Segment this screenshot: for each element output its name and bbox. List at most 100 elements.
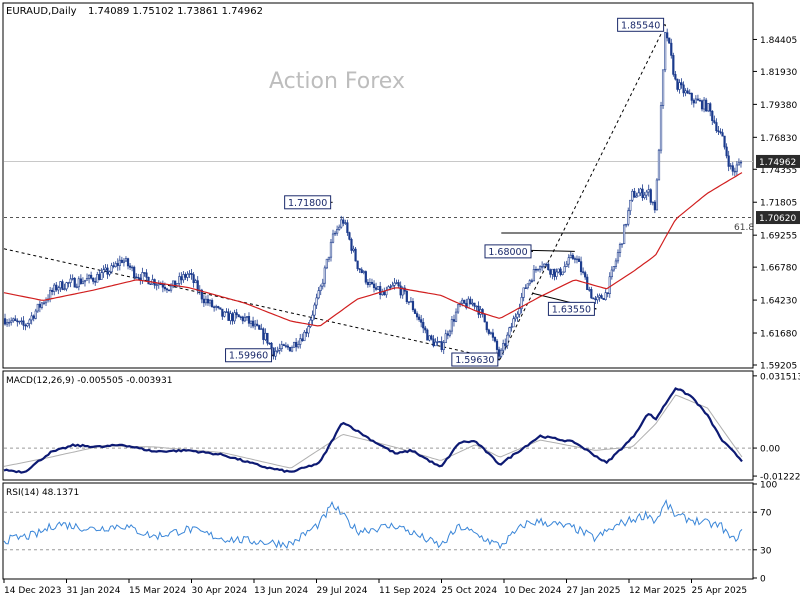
pivot-label-1.85540: 1.85540 <box>617 17 666 32</box>
moving-average-line <box>3 172 743 327</box>
watermark: Action Forex <box>269 69 405 94</box>
candle-body <box>20 320 23 322</box>
candle-body <box>655 179 659 211</box>
candle-body <box>149 283 152 285</box>
rsi-y-tick-label: 70 <box>760 509 772 519</box>
candle-body <box>362 271 365 273</box>
candle-body <box>92 277 95 282</box>
candle-body <box>713 120 716 123</box>
price-y-axis: 1.84405 1.81930 1.79380 1.76830 1.74355 1.718… <box>753 36 800 371</box>
candle-body <box>270 342 273 349</box>
candle-body <box>297 344 300 348</box>
candle-body <box>399 285 402 296</box>
candle-body <box>477 305 480 315</box>
candle-body <box>452 319 456 322</box>
candle-body <box>356 260 359 269</box>
candle-body <box>588 289 591 291</box>
candle-body <box>327 256 331 260</box>
candle-body <box>145 272 148 278</box>
candle-body <box>118 259 121 266</box>
price-panel: EURAUD,Daily 1.74089 1.75102 1.73861 1.7… <box>2 2 800 371</box>
candle-body <box>256 323 259 326</box>
macd-y-tick-label: 0.031513 <box>760 372 800 382</box>
candle-body <box>325 258 328 269</box>
candle-body <box>348 232 351 240</box>
candle-body <box>733 170 736 173</box>
x-tick-label: 13 Jun 2024 <box>254 586 308 596</box>
candle-body <box>83 279 87 283</box>
candle-body <box>528 280 531 285</box>
candle-body <box>342 219 345 224</box>
candle-body <box>690 92 693 101</box>
x-tick-label: 14 Dec 2023 <box>4 586 62 596</box>
candle-body <box>561 271 564 275</box>
pivot-label-1.68000: 1.68000 <box>484 244 533 259</box>
candle-body <box>409 301 413 303</box>
candle-body <box>735 164 738 172</box>
candle-body <box>383 291 386 296</box>
candle-body <box>594 298 597 301</box>
candle-body <box>547 263 550 271</box>
candle-body <box>737 162 741 166</box>
candle-body <box>229 313 232 321</box>
candle-body <box>38 303 41 308</box>
svg-text:1.71800: 1.71800 <box>288 198 327 209</box>
candle-body <box>194 280 197 284</box>
candle-body <box>219 307 222 310</box>
candle-body <box>657 149 661 181</box>
y-tick-label: 1.84405 <box>760 36 797 46</box>
candle-body <box>251 320 255 327</box>
macd-y-tick-label: -0.012223 <box>760 473 800 483</box>
candle-body <box>5 322 9 325</box>
svg-text:1.85540: 1.85540 <box>621 20 660 31</box>
candle-body <box>516 313 519 318</box>
candle-body <box>102 269 105 274</box>
candle-body <box>702 99 706 110</box>
candle-body <box>231 313 234 322</box>
candle-body <box>305 331 308 334</box>
current-price-tag: 1.74962 <box>756 154 800 168</box>
candle-body <box>126 258 130 267</box>
candle-body <box>538 266 542 270</box>
candle-body <box>635 195 638 198</box>
candle-body <box>448 330 451 336</box>
candle-body <box>641 188 644 199</box>
candle-body <box>81 281 85 284</box>
candle-body <box>18 320 21 323</box>
candle-body <box>340 219 343 228</box>
candle-body <box>243 317 246 322</box>
candle-body <box>729 165 732 167</box>
candle-body <box>434 341 437 347</box>
candle-body <box>128 265 132 268</box>
candle-body <box>518 308 521 315</box>
rsi-y-tick-label: 30 <box>760 546 772 556</box>
candle-body <box>532 268 536 282</box>
candle-body <box>616 252 620 262</box>
candle-body <box>559 268 562 275</box>
candle-body <box>600 295 603 299</box>
candle-body <box>59 281 62 289</box>
candle-body <box>96 274 99 283</box>
candle-body <box>10 320 13 323</box>
svg-text:1.63550: 1.63550 <box>552 304 591 315</box>
svg-text:1.74962: 1.74962 <box>759 158 796 168</box>
candle-body <box>596 296 599 301</box>
candle-body <box>276 350 279 352</box>
candle-body <box>268 342 271 345</box>
x-tick-label: 30 Apr 2024 <box>192 586 248 596</box>
candle-body <box>541 266 544 268</box>
candle-body <box>247 316 251 324</box>
candle-body <box>295 342 298 348</box>
x-tick-label: 15 Mar 2024 <box>129 586 186 596</box>
pivot-label-1.59630: 1.59630 <box>451 352 500 367</box>
candle-body <box>331 233 335 243</box>
candle-body <box>210 300 214 308</box>
trendline-1 <box>3 248 500 360</box>
rsi-label: RSI(14) 48.1371 <box>6 488 79 498</box>
candle-body <box>618 244 622 254</box>
candle-body <box>235 312 238 316</box>
candle-body <box>372 283 376 289</box>
candle-body <box>444 333 447 344</box>
rsi-y-axis: 100 70 30 0 <box>753 481 777 585</box>
candle-body <box>34 310 37 319</box>
